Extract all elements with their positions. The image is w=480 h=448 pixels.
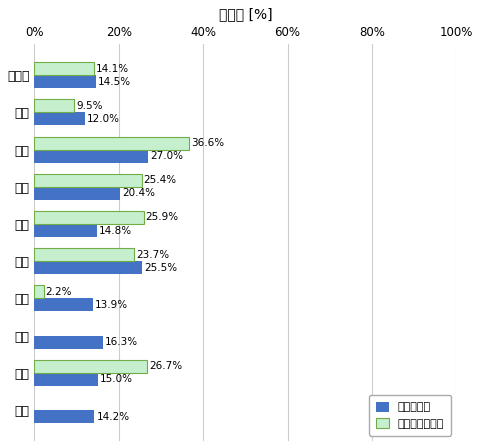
Bar — [34, 62, 94, 75]
Text: 12.0%: 12.0% — [87, 114, 120, 124]
Text: 14.5%: 14.5% — [97, 77, 131, 87]
Bar — [34, 285, 44, 298]
Text: 13.9%: 13.9% — [95, 300, 128, 310]
Text: 25.5%: 25.5% — [144, 263, 177, 273]
Text: 2.2%: 2.2% — [46, 287, 72, 297]
Bar — [34, 248, 134, 261]
Bar — [34, 150, 148, 163]
Text: 14.8%: 14.8% — [99, 225, 132, 236]
Bar — [34, 410, 94, 423]
Bar — [34, 174, 142, 187]
Bar — [34, 99, 74, 112]
Text: 20.4%: 20.4% — [122, 188, 156, 198]
Bar — [34, 261, 142, 274]
Bar — [34, 211, 144, 224]
Text: 15.0%: 15.0% — [100, 375, 133, 384]
Text: 14.1%: 14.1% — [96, 64, 129, 73]
Bar — [34, 224, 97, 237]
Text: 23.7%: 23.7% — [136, 250, 169, 260]
Text: 25.4%: 25.4% — [144, 175, 177, 185]
X-axis label: 利用率 [%]: 利用率 [%] — [218, 7, 272, 21]
Text: 9.5%: 9.5% — [76, 101, 103, 111]
Text: 25.9%: 25.9% — [146, 212, 179, 223]
Bar — [34, 112, 85, 125]
Bar — [34, 75, 96, 88]
Text: 27.0%: 27.0% — [150, 151, 183, 161]
Bar — [34, 373, 97, 386]
Bar — [34, 336, 103, 349]
Bar — [34, 137, 189, 150]
Text: 14.2%: 14.2% — [96, 412, 130, 422]
Text: 26.7%: 26.7% — [149, 361, 182, 371]
Bar — [34, 298, 93, 311]
Legend: 全路線平均, 空容量ゼロ路線: 全路線平均, 空容量ゼロ路線 — [369, 395, 451, 435]
Bar — [34, 360, 147, 373]
Text: 16.3%: 16.3% — [105, 337, 138, 347]
Bar — [34, 187, 120, 200]
Text: 36.6%: 36.6% — [191, 138, 224, 148]
